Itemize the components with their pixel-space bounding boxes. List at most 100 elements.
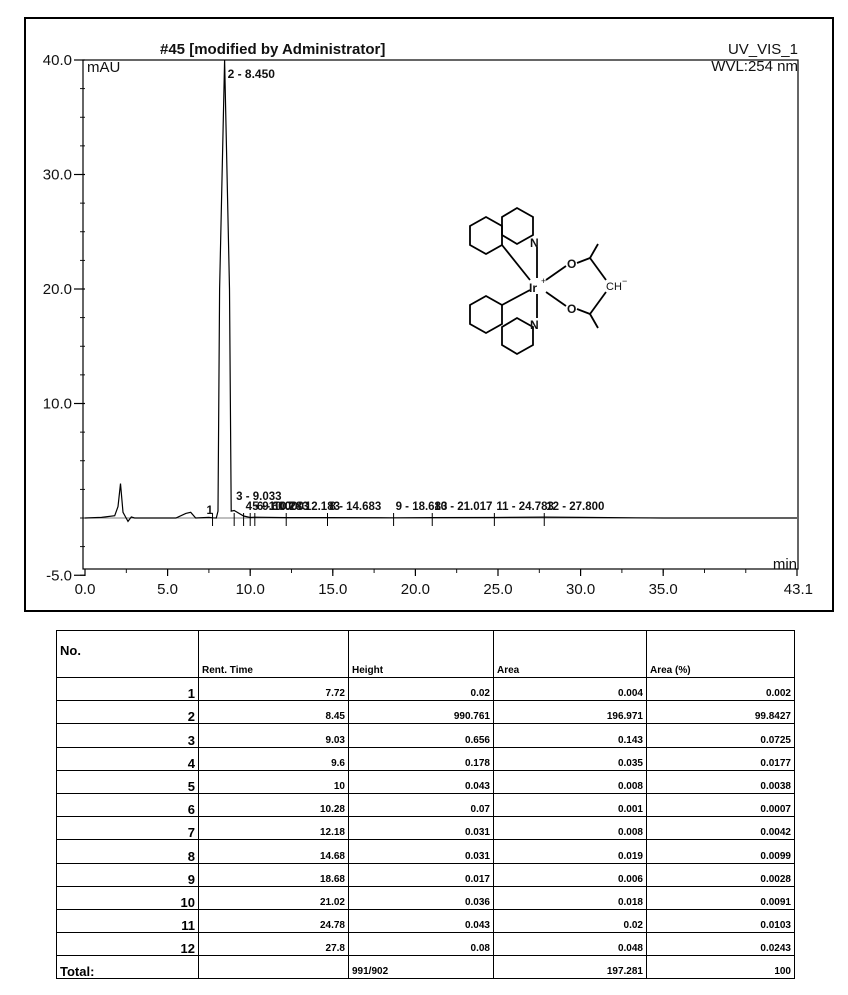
table-cell: 0.0028 (646, 862, 795, 887)
iridium-label: Ir (529, 281, 537, 295)
table-cell: 0.02 (493, 908, 647, 934)
x-tick-label: 10.0 (236, 581, 265, 598)
table-cell: 21.02 (198, 885, 349, 910)
x-tick-label: 20.0 (401, 581, 430, 598)
x-tick-label: 25.0 (483, 581, 512, 598)
peak-label: 1 (207, 505, 214, 517)
table-cell: 0.0103 (646, 908, 795, 934)
table-cell: 7.72 (198, 676, 349, 702)
nitrogen-label-top: N (530, 236, 539, 250)
table-cell: 0.008 (493, 816, 647, 841)
nitrogen-label-bottom: N (530, 318, 539, 332)
phenyl-ring-bottom (469, 294, 503, 335)
table-cell: 990.761 (348, 700, 494, 725)
x-tick-label: 0.0 (75, 581, 96, 598)
table-cell: 27.8 (198, 932, 349, 957)
table-cell: 24.78 (198, 908, 349, 934)
plot-area-frame (82, 59, 799, 570)
table-cell: Rent. Time (198, 630, 349, 678)
table-cell: 0.043 (348, 908, 494, 934)
table-cell: No. (56, 630, 199, 678)
table-cell: 0.048 (493, 932, 647, 957)
table-cell: 4 (56, 746, 199, 771)
y-axis-unit-label: mAU (87, 59, 120, 76)
x-tick-label: 30.0 (566, 581, 595, 598)
table-cell: Height (348, 630, 494, 678)
peak-label: 8 - 14.683 (330, 501, 382, 513)
table-cell (198, 955, 349, 980)
molecule-structure (462, 195, 638, 377)
peak-label: 4 - 9.600 (246, 501, 291, 513)
oxygen-label-top: O (567, 257, 576, 271)
table-row: 5 10 0.043 0.008 0.0038 (56, 769, 795, 794)
table-cell: 0.0042 (646, 816, 795, 841)
table-cell: 0.0243 (646, 932, 795, 957)
table-cell: 11 (56, 908, 199, 934)
peak-table: No. Rent. Time Height Area Area (%) 1 7.72 0.02… (56, 630, 795, 980)
peak-label: 5 - 10.000 (252, 501, 304, 513)
table-cell: Area (493, 630, 647, 678)
table-row: 10 21.02 0.036 0.018 0.0091 (56, 885, 795, 910)
table-row: 9 18.68 0.017 0.006 0.0028 (56, 862, 795, 887)
peak-label: 9 - 18.683 (396, 501, 448, 513)
ch-charge: − (622, 276, 627, 286)
peak-table-body: No. Rent. Time Height Area Area (%) 1 7.72 0.02… (56, 630, 795, 980)
x-tick-label: 15.0 (318, 581, 347, 598)
table-cell: 0.0099 (646, 839, 795, 864)
table-cell: 0.004 (493, 676, 647, 702)
table-cell: 0.0091 (646, 885, 795, 910)
table-cell: 8 (56, 839, 199, 864)
table-row: 3 9.03 0.656 0.143 0.0725 (56, 723, 795, 748)
peak-label: 11 - 24.783 (496, 501, 554, 513)
y-tick-label: 40.0 (43, 52, 72, 69)
table-cell: 0.006 (493, 862, 647, 887)
table-cell: 10.28 (198, 792, 349, 818)
chromatogram-trace (84, 59, 797, 523)
figure-frame (24, 17, 834, 612)
x-axis: 0.0 5.0 10.0 15.0 20.0 25.0 30.0 35.0 43.1 (75, 569, 813, 598)
oxygen-label-bottom: O (567, 302, 576, 316)
table-row: 11 24.78 0.043 0.02 0.0103 (56, 908, 795, 934)
table-cell: 10 (56, 885, 199, 910)
table-cell: 0.07 (348, 792, 494, 818)
table-cell: 12 (56, 932, 199, 957)
table-cell: 2 (56, 700, 199, 725)
chart-title: #45 [modified by Administrator] (160, 41, 385, 58)
table-cell: 5 (56, 769, 199, 794)
iridium-charge: + (541, 276, 546, 286)
table-cell: 0.0007 (646, 792, 795, 818)
x-axis-unit-label: min (773, 556, 797, 573)
peak-label: 2 - 8.450 (228, 67, 276, 81)
table-cell: 9 (56, 862, 199, 887)
pyridine-ring-bottom (501, 316, 534, 356)
ch-label: CH (606, 281, 622, 293)
table-row: 12 27.8 0.08 0.048 0.0243 (56, 932, 795, 957)
table-cell: Total: (56, 955, 199, 980)
pyridine-ring-top (501, 206, 534, 246)
table-cell: 0.036 (348, 885, 494, 910)
table-cell: 7 (56, 816, 199, 841)
table-cell: 0.031 (348, 839, 494, 864)
x-tick-label: 5.0 (157, 581, 178, 598)
table-cell: 0.143 (493, 723, 647, 748)
table-cell: 100 (646, 955, 795, 980)
table-cell: 18.68 (198, 862, 349, 887)
table-cell: 0.002 (646, 676, 795, 702)
table-cell: 8.45 (198, 700, 349, 725)
table-row: 7 12.18 0.031 0.008 0.0042 (56, 816, 795, 841)
peak-label: 10 - 21.017 (434, 501, 492, 513)
table-cell: Area (%) (646, 630, 795, 678)
table-cell: 12.18 (198, 816, 349, 841)
table-cell: 0.035 (493, 746, 647, 771)
table-cell: 0.02 (348, 676, 494, 702)
table-cell: 991/902 (348, 955, 494, 980)
table-cell: 0.018 (493, 885, 647, 910)
peak-label: 7 - 12.183 (288, 501, 340, 513)
table-cell: 9.6 (198, 746, 349, 771)
table-cell: 6 (56, 792, 199, 818)
y-axis: 40.0 30.0 20.0 10.0 -5.0 (43, 52, 85, 584)
table-cell: 0.0725 (646, 723, 795, 748)
table-cell: 0.0177 (646, 746, 795, 771)
table-cell: 0.0038 (646, 769, 795, 794)
